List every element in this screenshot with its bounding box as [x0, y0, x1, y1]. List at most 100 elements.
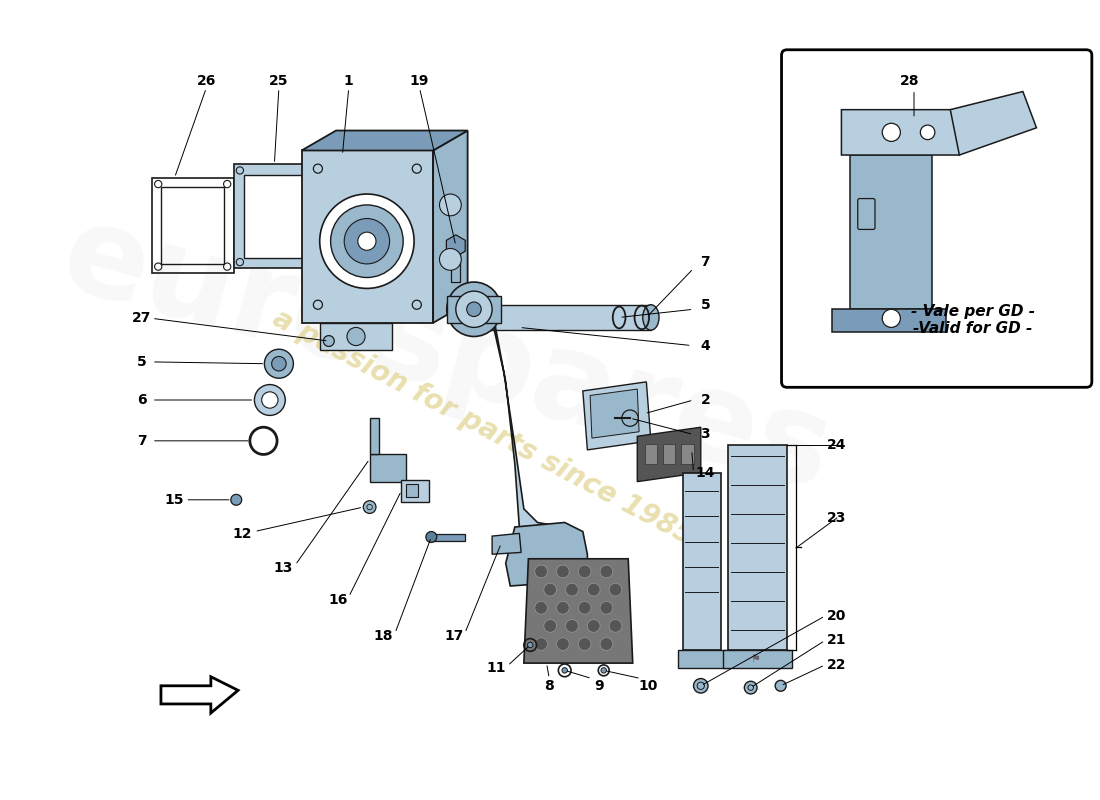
Circle shape: [346, 327, 365, 346]
Text: 14: 14: [695, 466, 715, 479]
Polygon shape: [590, 389, 639, 438]
Text: 5: 5: [701, 298, 711, 312]
Text: 26: 26: [197, 74, 216, 88]
Circle shape: [310, 258, 317, 266]
Text: 7: 7: [701, 255, 711, 269]
Polygon shape: [833, 310, 946, 332]
Text: 21: 21: [827, 634, 847, 647]
Circle shape: [543, 583, 557, 596]
Polygon shape: [583, 382, 651, 450]
Polygon shape: [233, 164, 320, 269]
Polygon shape: [320, 323, 393, 350]
Text: 7: 7: [138, 434, 146, 448]
Circle shape: [609, 619, 622, 632]
Circle shape: [543, 619, 557, 632]
Circle shape: [776, 680, 786, 691]
Polygon shape: [301, 130, 468, 150]
Polygon shape: [461, 300, 564, 550]
Circle shape: [609, 583, 622, 596]
Polygon shape: [683, 473, 720, 650]
Circle shape: [587, 583, 601, 596]
Circle shape: [236, 258, 243, 266]
Circle shape: [231, 494, 242, 506]
Ellipse shape: [642, 305, 659, 330]
Circle shape: [601, 565, 613, 578]
Text: 28: 28: [900, 74, 920, 88]
Circle shape: [466, 302, 481, 317]
Circle shape: [426, 531, 437, 542]
Text: 27: 27: [132, 311, 152, 326]
Circle shape: [601, 638, 613, 650]
Circle shape: [921, 125, 935, 140]
Circle shape: [320, 194, 414, 289]
Circle shape: [882, 310, 901, 327]
Circle shape: [264, 349, 294, 378]
Polygon shape: [506, 522, 587, 586]
Polygon shape: [637, 427, 701, 482]
Text: 11: 11: [487, 661, 506, 674]
Circle shape: [557, 565, 569, 578]
Text: 9: 9: [594, 678, 604, 693]
Text: 5: 5: [138, 355, 146, 369]
Circle shape: [601, 602, 613, 614]
Circle shape: [440, 249, 461, 270]
Text: 13: 13: [274, 561, 293, 575]
Text: 23: 23: [827, 511, 847, 525]
Text: 18: 18: [374, 629, 393, 643]
Polygon shape: [406, 484, 418, 497]
Circle shape: [745, 682, 757, 694]
Text: 10: 10: [638, 678, 658, 693]
Polygon shape: [402, 480, 429, 502]
Circle shape: [455, 291, 492, 327]
Circle shape: [262, 392, 278, 408]
Text: 24: 24: [827, 438, 847, 452]
Text: 16: 16: [328, 593, 348, 606]
Circle shape: [557, 638, 569, 650]
Text: ⚑: ⚑: [750, 654, 760, 663]
Polygon shape: [524, 558, 632, 663]
Polygon shape: [678, 650, 728, 668]
Text: 20: 20: [827, 609, 847, 623]
Text: 2: 2: [701, 393, 711, 407]
Circle shape: [236, 167, 243, 174]
Polygon shape: [451, 246, 461, 282]
Text: 6: 6: [138, 393, 146, 407]
Polygon shape: [447, 296, 502, 323]
FancyBboxPatch shape: [781, 50, 1092, 387]
Polygon shape: [461, 305, 651, 330]
Polygon shape: [370, 454, 406, 482]
Circle shape: [535, 638, 548, 650]
Circle shape: [587, 619, 601, 632]
Circle shape: [579, 638, 591, 650]
Circle shape: [344, 218, 389, 264]
Circle shape: [557, 602, 569, 614]
Polygon shape: [433, 534, 465, 541]
Circle shape: [579, 565, 591, 578]
Circle shape: [323, 335, 334, 346]
Polygon shape: [301, 150, 433, 323]
Text: 4: 4: [701, 338, 711, 353]
Text: - Vale per GD -
-Valid for GD -: - Vale per GD - -Valid for GD -: [911, 304, 1035, 336]
Polygon shape: [492, 534, 521, 554]
Bar: [681, 443, 693, 463]
Polygon shape: [850, 155, 932, 310]
Text: eurospares: eurospares: [50, 194, 844, 515]
Ellipse shape: [452, 305, 469, 330]
Circle shape: [882, 123, 901, 142]
Bar: [662, 443, 675, 463]
Text: 17: 17: [444, 629, 464, 643]
Circle shape: [310, 167, 317, 174]
Text: 22: 22: [827, 658, 847, 672]
Polygon shape: [433, 130, 468, 323]
Circle shape: [528, 642, 532, 648]
Text: 1: 1: [344, 74, 353, 88]
Circle shape: [363, 501, 376, 514]
Circle shape: [440, 194, 461, 216]
Circle shape: [254, 385, 285, 415]
Text: 25: 25: [270, 74, 288, 88]
Circle shape: [331, 205, 404, 278]
Polygon shape: [370, 418, 378, 454]
Bar: [645, 443, 657, 463]
Polygon shape: [447, 235, 465, 257]
Text: 15: 15: [165, 493, 185, 507]
